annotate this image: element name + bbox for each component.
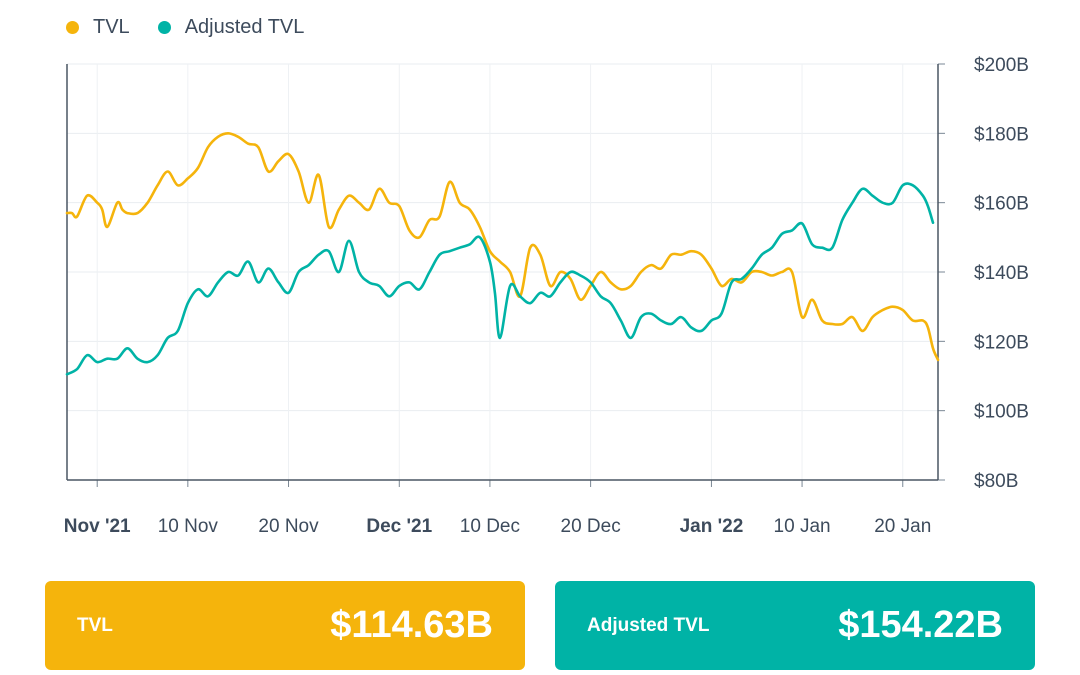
y-tick-label: $200B <box>974 55 1029 76</box>
x-tick-label: Jan '22 <box>680 516 744 537</box>
tvl-card-value: $114.63B <box>330 604 493 646</box>
legend-dot-tvl-icon <box>66 21 79 34</box>
x-tick-label: 20 Jan <box>874 516 931 537</box>
x-tick-label: Dec '21 <box>366 516 432 537</box>
tvl-summary-card: TVL $114.63B <box>45 581 525 670</box>
x-tick-label: 10 Nov <box>158 516 219 537</box>
tvl-line-chart: $80B $100B $120B $140B $160B $180B $200B Nov '2… <box>64 55 1029 537</box>
series-line-tvl <box>65 132 940 362</box>
adjusted-tvl-summary-card: Adjusted TVL $154.22B <box>555 581 1035 670</box>
chart-legend: TVL Adjusted TVL <box>66 16 304 39</box>
legend-label-adjusted-tvl: Adjusted TVL <box>184 16 305 38</box>
y-tick-label: $80B <box>974 471 1018 492</box>
adjusted-tvl-card-label: Adjusted TVL <box>587 614 710 636</box>
x-tick-label: 10 Dec <box>460 516 520 537</box>
y-tick-label: $100B <box>974 402 1029 423</box>
adjusted-tvl-card-value: $154.22B <box>838 604 1003 646</box>
y-tick-label: $180B <box>974 124 1029 145</box>
series-line-adjusted-tvl <box>65 182 935 376</box>
legend-dot-adjusted-tvl-icon <box>157 21 171 34</box>
tvl-card-label: TVL <box>77 614 113 636</box>
legend-item-adjusted-tvl[interactable]: Adjusted TVL <box>157 16 305 39</box>
y-tick-label: $120B <box>974 332 1029 353</box>
legend-label-tvl: TVL <box>93 16 130 38</box>
x-tick-label: 20 Nov <box>258 516 319 537</box>
x-tick-label: 10 Jan <box>774 516 831 537</box>
legend-item-tvl[interactable]: TVL <box>66 16 130 39</box>
x-tick-label: 20 Dec <box>561 516 621 537</box>
y-tick-label: $140B <box>974 263 1029 284</box>
x-tick-label: Nov '21 <box>64 516 131 537</box>
y-tick-label: $160B <box>974 194 1029 215</box>
